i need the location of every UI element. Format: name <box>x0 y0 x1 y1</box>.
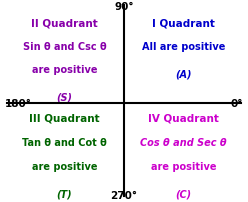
Text: (C): (C) <box>175 189 192 199</box>
Text: Sin θ and Csc θ: Sin θ and Csc θ <box>23 41 106 52</box>
Text: (T): (T) <box>57 189 72 199</box>
Text: 0°: 0° <box>231 98 243 108</box>
Text: are positive: are positive <box>32 65 97 75</box>
Text: III Quadrant: III Quadrant <box>29 113 100 123</box>
Text: 90°: 90° <box>114 2 134 12</box>
Text: All are positive: All are positive <box>142 41 225 52</box>
Text: (A): (A) <box>175 69 192 79</box>
Text: 270°: 270° <box>111 190 137 200</box>
Text: IV Quadrant: IV Quadrant <box>148 113 219 123</box>
Text: I Quadrant: I Quadrant <box>152 18 215 28</box>
Text: are positive: are positive <box>151 162 216 172</box>
Text: II Quadrant: II Quadrant <box>31 18 98 28</box>
Text: are positive: are positive <box>32 162 97 172</box>
Text: (S): (S) <box>57 92 72 102</box>
Text: Cos θ and Sec θ: Cos θ and Sec θ <box>140 137 227 147</box>
Text: Tan θ and Cot θ: Tan θ and Cot θ <box>22 137 107 147</box>
Text: 180°: 180° <box>5 98 32 108</box>
